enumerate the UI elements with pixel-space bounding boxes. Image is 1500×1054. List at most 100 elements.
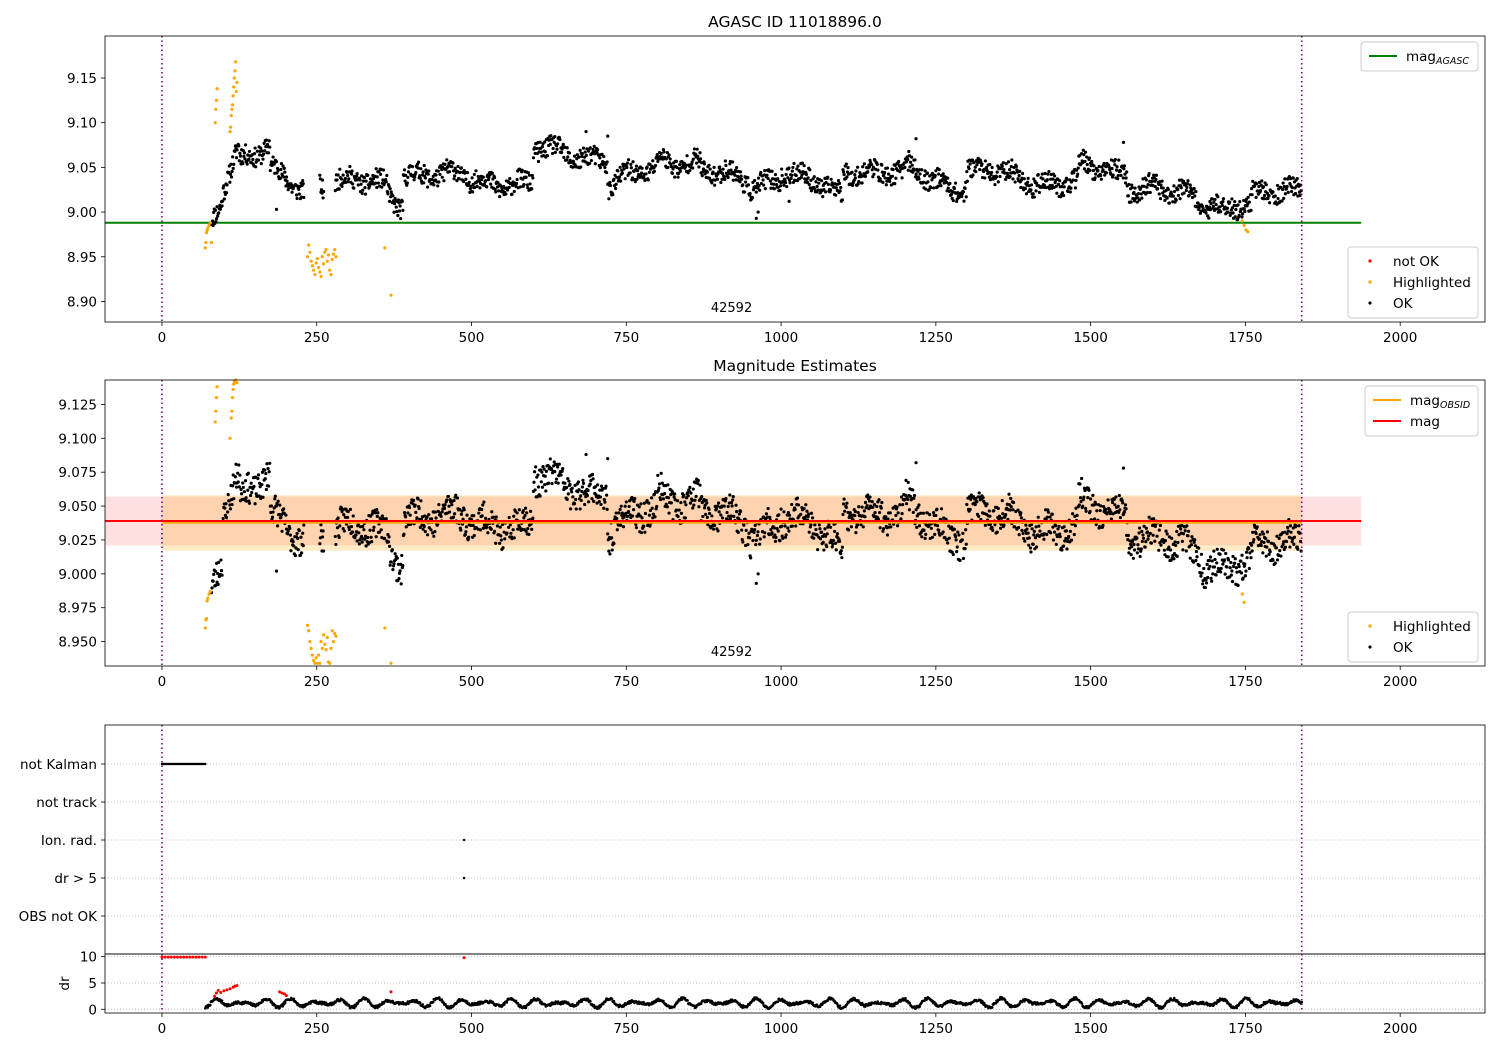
ok-point [1238,565,1241,568]
ok-point [962,190,965,193]
ok-point [1004,513,1007,516]
ok-point [1026,181,1029,184]
ok-point [1122,176,1125,179]
ok-point [969,508,972,511]
ok-point [1041,173,1044,176]
ok-point [232,163,235,166]
ok-point [505,531,508,534]
ok-point [1175,530,1178,533]
ok-point [829,188,832,191]
ok-point [585,154,588,157]
ok-point [422,170,425,173]
ok-point [692,158,695,161]
ok-point [1226,207,1229,210]
ok-point [591,473,594,476]
ok-point [842,170,845,173]
ok-point [990,171,993,174]
ok-point [261,496,264,499]
ok-point [549,134,552,137]
ok-point [814,528,817,531]
ok-point [1034,525,1037,528]
ok-point [592,500,595,503]
ok-point [535,147,538,150]
ok-point [558,463,561,466]
ok-point [443,163,446,166]
ok-point [561,467,564,470]
ok-point [1033,530,1036,533]
ok-point [639,502,642,505]
ok-point [427,173,430,176]
ok-point [562,156,565,159]
ok-point [547,482,550,485]
ok-point [546,154,549,157]
ok-point [1007,160,1010,163]
ok-point [351,169,354,172]
ok-point [271,155,274,158]
ok-point [1002,161,1005,164]
dr-ok-point [293,998,296,1001]
ok-point [755,539,758,542]
ok-point [732,179,735,182]
ok-point [873,511,876,514]
ok-point [666,166,669,169]
ok-point [231,170,234,173]
ok-point [599,166,602,169]
ok-point [414,504,417,507]
ok-point [413,178,416,181]
ok-point [1042,538,1045,541]
ok-point [1080,477,1083,480]
ok-point [1216,548,1219,551]
ok-point [1251,531,1254,534]
ok-point [1218,553,1221,556]
ok-point [991,166,994,169]
ok-point [1146,530,1149,533]
ok-point [773,187,776,190]
ok-point [599,503,602,506]
ok-point [1248,201,1251,204]
ok-point [1231,580,1234,583]
ok-point [253,152,256,155]
ok-point [619,180,622,183]
ok-point [460,513,463,516]
ok-point [256,150,259,153]
ok-point [338,536,341,539]
ok-point [785,533,788,536]
ok-point [512,528,515,531]
ok-point [1206,576,1209,579]
ok-point [678,508,681,511]
ok-point [840,556,843,559]
ok-point [350,525,353,528]
ok-point [579,507,582,510]
ok-point [1142,185,1145,188]
ok-point [770,170,773,173]
ok-point [1287,191,1290,194]
ok-point [881,181,884,184]
ok-point [737,531,740,534]
ok-point [229,163,232,166]
ok-point [494,542,497,545]
ok-point [1074,186,1077,189]
ok-point [406,181,409,184]
highlighted-point [210,241,213,244]
highlighted-point [232,85,235,88]
ok-point [249,494,252,497]
dr-ok-point [662,1000,665,1003]
ok-point [570,490,573,493]
ok-point [907,481,910,484]
ok-point [778,189,781,192]
ok-point [1082,495,1085,498]
ok-point [1094,503,1097,506]
ok-point [1289,524,1292,527]
ok-point [749,556,752,559]
highlighted-point [383,626,386,629]
highlighted-point [209,221,212,224]
highlighted-point [332,252,335,255]
ok-point [775,183,778,186]
ok-point [915,526,918,529]
ok-point [534,488,537,491]
ok-point [1112,174,1115,177]
ok-point [1063,185,1066,188]
ok-point [453,512,456,515]
